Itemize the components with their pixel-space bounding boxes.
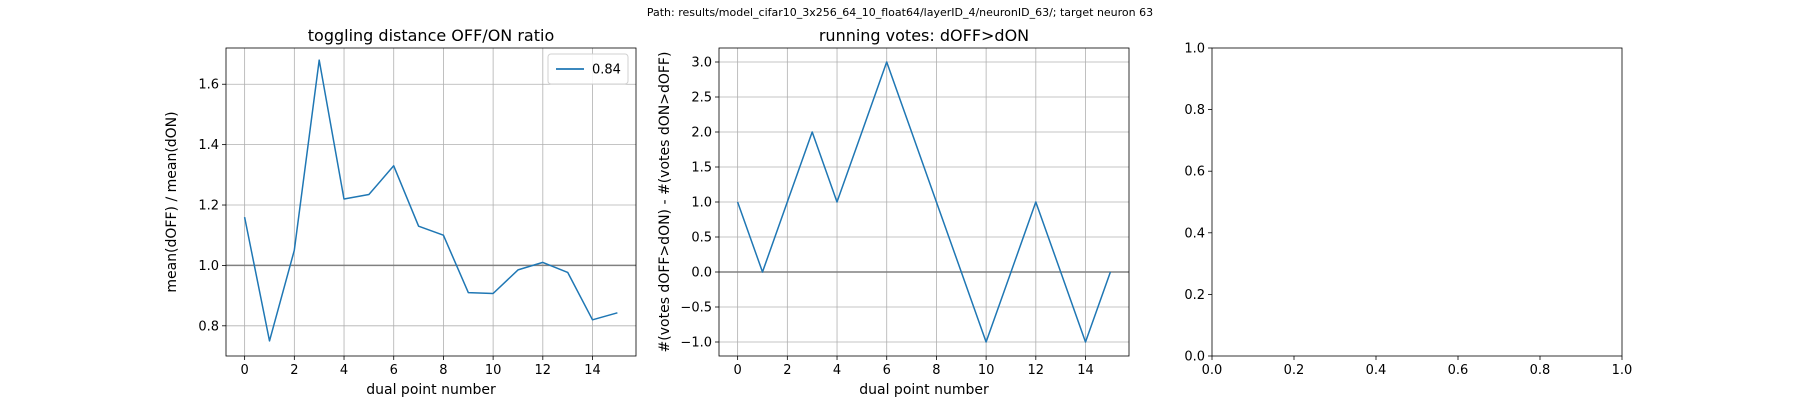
empty-chart: 0.0 0.2 0.4 0.6 0.8 1.0 0.0 0.2 0.4 0.6 0.8 1.0 [1184,42,1632,379]
votes-chart: 0 2 4 6 8 10 12 14 −1.0 −0.5 0.0 0.5 1.0 1.5 2.0 2.5 3.0… [657,26,1130,398]
empty-ytick-label-3: 0.6 [1184,165,1205,180]
votes-xtick-label-3: 6 [883,363,891,378]
ratio-legend-box [547,53,629,85]
empty-xtick-label-4: 0.8 [1530,363,1551,378]
votes-xtick-label-5: 10 [978,363,995,378]
empty-xtick-label-2: 0.4 [1366,363,1387,378]
empty-xtick-label-3: 0.6 [1448,363,1469,378]
ratio-series-line-0 [243,59,618,342]
votes-ytick-label-2: 0.0 [691,266,712,281]
votes-ytick-label-1: −0.5 [680,301,712,316]
empty-ytick-label-5: 1.0 [1184,42,1205,57]
ratio-chart-title: toggling distance OFF/ON ratio [308,26,554,45]
empty-ytick-label-0: 0.0 [1184,350,1205,365]
ratio-ytick-label-2: 1.2 [198,199,219,214]
ratio-xtick-label-7: 14 [584,363,601,378]
empty-ytick-label-1: 0.2 [1184,288,1205,303]
votes-y-axis-label: #(votes dOFF>dON) - #(votes dON>dOFF) [657,52,673,353]
votes-chart-title: running votes: dOFF>dON [819,26,1029,45]
ratio-x-axis-label: dual point number [366,382,496,398]
votes-xtick-label-6: 12 [1028,363,1045,378]
ratio-legend-label-0: 0.84 [592,63,621,78]
votes-ytick-label-7: 2.5 [691,91,712,106]
votes-xtick-label-2: 4 [833,363,841,378]
empty-xtick-label-1: 0.2 [1284,363,1305,378]
votes-xtick-label-1: 2 [783,363,791,378]
empty-ytick-label-2: 0.4 [1184,226,1205,241]
votes-ytick-label-3: 0.5 [691,231,712,246]
empty-xtick-label-5: 1.0 [1612,363,1633,378]
votes-ytick-label-6: 2.0 [691,126,712,141]
ratio-ytick-label-3: 1.4 [198,138,219,153]
ratio-xtick-label-1: 2 [290,363,298,378]
ratio-ytick-label-4: 1.6 [198,78,219,93]
votes-ytick-label-0: −1.0 [680,336,712,351]
votes-xtick-label-0: 0 [733,363,741,378]
ratio-ytick-label-1: 1.0 [198,259,219,274]
figure-suptitle: Path: results/model_cifar10_3x256_64_10_… [647,6,1153,19]
ratio-xtick-label-4: 8 [439,363,447,378]
votes-x-axis-label: dual point number [859,382,989,398]
votes-series-line-0 [736,61,1112,343]
ratio-ytick-label-0: 0.8 [198,319,219,334]
ratio-y-axis-label: mean(dOFF) / mean(dON) [164,111,180,292]
votes-xtick-label-4: 8 [932,363,940,378]
votes-ytick-label-5: 1.5 [691,161,712,176]
votes-ytick-label-8: 3.0 [691,56,712,71]
empty-axes-frame [1211,47,1623,357]
ratio-xtick-label-3: 6 [390,363,398,378]
ratio-xtick-label-5: 10 [485,363,502,378]
ratio-axes-frame [225,47,637,357]
ratio-xtick-label-0: 0 [240,363,248,378]
empty-xtick-label-0: 0.0 [1202,363,1223,378]
empty-ytick-label-4: 0.8 [1184,103,1205,118]
ratio-xtick-label-6: 12 [535,363,552,378]
ratio-xtick-label-2: 4 [340,363,348,378]
ratio-chart: 0 2 4 6 8 10 12 14 0.8 1.0 1.2 1.4 1.6 toggling dista… [164,26,637,398]
votes-ytick-label-4: 1.0 [691,196,712,211]
votes-xtick-label-7: 14 [1077,363,1094,378]
